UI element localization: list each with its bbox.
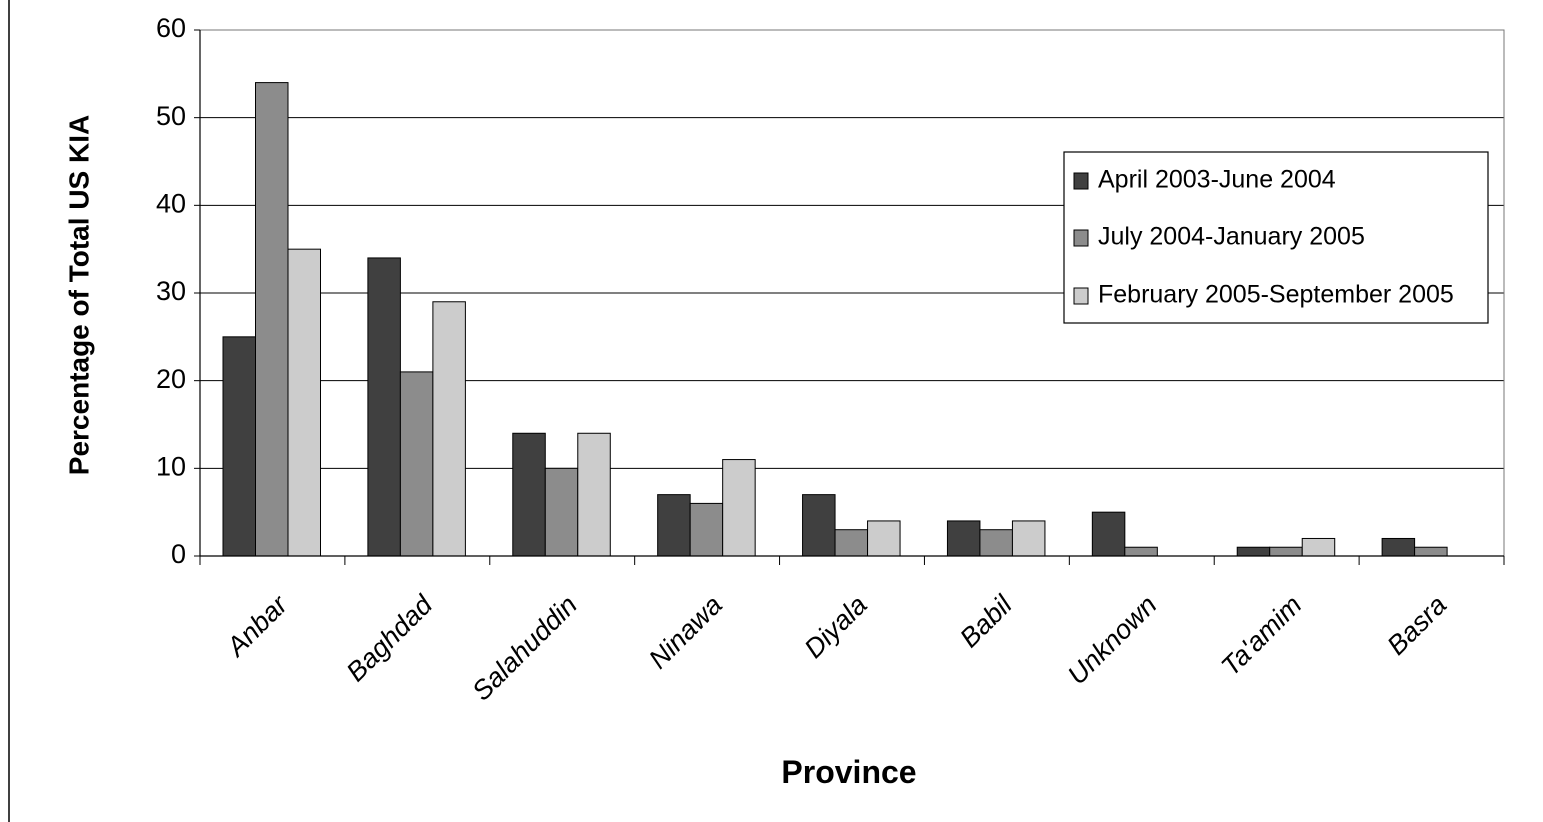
legend-box <box>1063 151 1489 324</box>
legend-label: February 2005-September 2005 <box>1098 281 1454 309</box>
y-tick-label: 40 <box>156 188 186 218</box>
x-tick-label: Baghdad <box>340 589 438 687</box>
bar-ninawa-series-2 <box>689 502 724 557</box>
bar-babil-series-2 <box>979 529 1013 557</box>
x-tick-label: Babil <box>954 589 1018 653</box>
legend-label: April 2003-June 2004 <box>1098 166 1336 194</box>
bar-ta-amim-series-1 <box>1236 546 1271 557</box>
y-tick-label: 30 <box>156 276 186 306</box>
bar-ta-amim-series-3 <box>1301 537 1336 557</box>
x-tick-label: Ta'amim <box>1215 590 1307 682</box>
bar-ta-amim-series-2 <box>1269 546 1303 557</box>
y-tick-label: 10 <box>156 451 186 481</box>
bar-basra-series-1 <box>1381 537 1416 557</box>
x-tick-label: Anbar <box>220 589 294 663</box>
bar-baghdad-series-3 <box>432 301 466 557</box>
bar-unknown-series-1 <box>1091 511 1126 557</box>
legend-label: July 2004-January 2005 <box>1098 223 1365 251</box>
bar-baghdad-series-1 <box>367 257 401 557</box>
x-axis-title: Province <box>781 754 916 790</box>
bar-ninawa-series-1 <box>657 494 691 557</box>
x-tick-label: Basra <box>1381 590 1452 661</box>
legend-swatch <box>1073 229 1089 247</box>
bar-salahuddin-series-2 <box>544 467 579 557</box>
bar-diyala-series-2 <box>834 529 869 557</box>
legend-swatch <box>1073 287 1089 305</box>
y-tick-label: 0 <box>171 539 186 569</box>
bar-diyala-series-1 <box>802 494 836 557</box>
bar-anbar-series-1 <box>222 336 256 557</box>
bar-baghdad-series-2 <box>399 371 434 557</box>
bar-babil-series-3 <box>1011 520 1046 557</box>
x-tick-label: Salahuddin <box>466 590 583 707</box>
bar-salahuddin-series-1 <box>512 432 546 557</box>
bar-anbar-series-3 <box>287 248 321 557</box>
y-tick-label: 60 <box>156 13 186 43</box>
bar-anbar-series-2 <box>255 82 289 557</box>
bar-ninawa-series-3 <box>722 459 756 557</box>
y-tick-label: 50 <box>156 101 186 131</box>
y-tick-labels: 0 10 20 30 40 50 60 <box>156 13 200 569</box>
bar-basra-series-2 <box>1414 546 1448 557</box>
bar-babil-series-1 <box>946 520 981 557</box>
bar-salahuddin-series-3 <box>577 432 611 557</box>
x-tick-label: Diyala <box>799 590 873 664</box>
bar-diyala-series-3 <box>867 520 901 557</box>
legend-swatch <box>1073 172 1089 190</box>
bars <box>222 82 1448 557</box>
bar-unknown-series-2 <box>1124 546 1158 557</box>
y-tick-label: 20 <box>156 364 186 394</box>
x-tick-label: Unknown <box>1062 590 1163 691</box>
x-tick-label: Ninawa <box>643 590 728 675</box>
x-tick-labels: Anbar Baghdad Salahuddin Ninawa Diyala Babil U… <box>220 589 1453 706</box>
legend: April 2003-June 2004 July 2004-January 20… <box>1063 151 1489 324</box>
y-axis-title: Percentage of Total US KIA <box>63 115 94 475</box>
